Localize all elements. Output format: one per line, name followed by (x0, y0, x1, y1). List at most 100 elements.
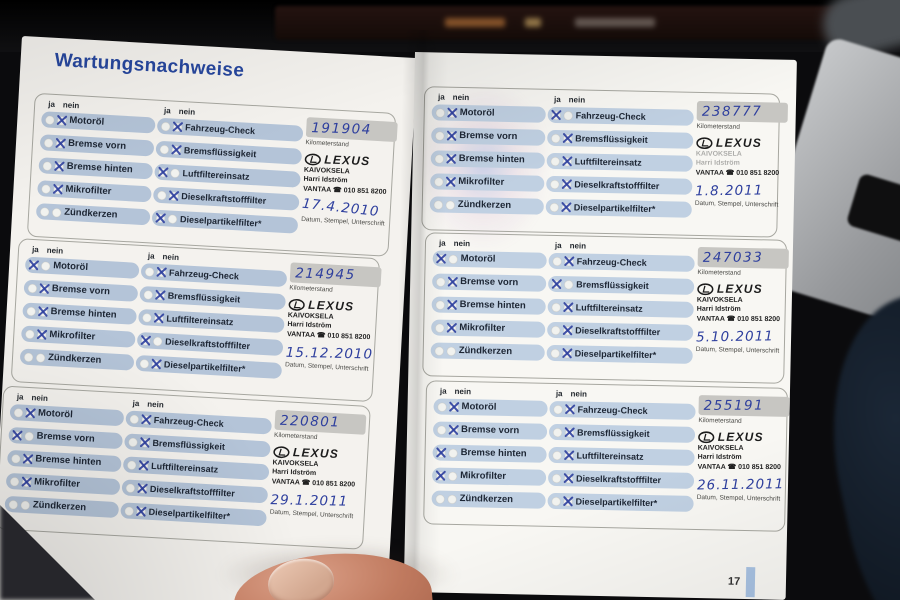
stamp-line: KAIVOKSELA (697, 444, 744, 452)
ja-checkbox (41, 183, 51, 194)
record-info: 191904 Kilometerstand LEXUS KAIVOKSELA Ha… (301, 117, 398, 228)
kilometerstand-value: 220801 (279, 412, 341, 431)
check-x-mark (563, 255, 576, 268)
checklist-item: Luftfiltereinsatz (547, 298, 694, 318)
service-record-block: ja nein Motoröl Bremse vorn Bremse hinten M… (423, 380, 790, 532)
nein-checkbox (563, 255, 576, 268)
ja-checkbox (143, 289, 154, 300)
checklist-item: Fahrzeug-Check (549, 400, 696, 420)
service-record-block: ja nein Motoröl Bremse vorn Bremse hinten M… (0, 385, 371, 550)
checklist-item-label: Mikrofilter (459, 322, 506, 335)
ja-checkbox (551, 325, 561, 335)
checklist-item: Bremse vorn (8, 426, 123, 450)
checklist-item: Bremse vorn (432, 421, 548, 440)
check-x-mark (562, 449, 575, 462)
check-x-mark (38, 282, 52, 296)
checklist-item: Luftfiltereinsatz (138, 308, 285, 334)
checklist-item: Dieselkraftstofffilter (547, 321, 694, 341)
page-number: 17 (727, 575, 741, 588)
record-info: 214945 Kilometerstand LEXUS KAIVOKSELA Ha… (284, 262, 382, 374)
checklist-item: Mikrofilter (37, 180, 152, 203)
checklist-column-2: ja nein Fahrzeug-Check Bremsflüssigkeit Lu… (546, 241, 695, 371)
lexus-logo-icon (273, 445, 290, 458)
nein-checkbox (448, 254, 458, 264)
check-x-mark (445, 129, 458, 142)
checklist-column-2: ja nein Fahrzeug-Check Bremsflüssigkeit Lu… (545, 95, 694, 225)
record-info: 247033 Kilometerstand LEXUS KAIVOKSELA Ha… (696, 246, 789, 355)
checklist-rows: Fahrzeug-Check Bremsflüssigkeit Luftfilter… (546, 252, 695, 364)
nein-checkbox (449, 402, 459, 412)
nein-checkbox (565, 404, 575, 414)
nein-checkbox (445, 129, 458, 142)
ja-checkbox (28, 260, 39, 270)
ja-label: ja (31, 244, 40, 255)
ja-nein-header: ja nein (548, 95, 694, 107)
left-page-blocks: ja nein Motoröl Bremse vorn Bremse hinten M… (0, 36, 417, 550)
nein-label: nein (454, 386, 472, 397)
ja-checkbox (27, 283, 38, 293)
checklist-item-label: Luftfiltereinsatz (576, 449, 644, 462)
nein-checkbox (563, 426, 576, 439)
ja-checkbox (45, 114, 55, 125)
ja-checkbox (124, 505, 134, 516)
ja-checkbox (434, 345, 444, 356)
checklist-item-label: Bremsflüssigkeit (576, 278, 649, 291)
checklist-rows: Motoröl Bremse vorn Bremse hinten Mikrofilt… (430, 250, 547, 361)
check-x-mark (444, 175, 457, 188)
nein-checkbox (563, 325, 573, 335)
checklist-item: Luftfiltereinsatz (548, 446, 695, 466)
checklist-item-label: Fahrzeug-Check (575, 109, 646, 122)
check-x-mark (446, 106, 459, 119)
holding-thumb (230, 545, 444, 600)
nein-checkbox (562, 156, 572, 166)
checklist-item: Zündkerzen (35, 203, 151, 226)
kilometerstand-box: 220801 (274, 409, 367, 435)
nein-checkbox (20, 500, 31, 510)
nein-checkbox (562, 449, 575, 462)
stamp-logo-row: LEXUS (696, 136, 782, 150)
ja-label: ja (438, 238, 446, 248)
nein-checkbox (447, 323, 457, 333)
ja-label: ja (147, 251, 155, 261)
checklist-column-1: ja nein Motoröl Bremse vorn Bremse hinten M… (431, 386, 548, 515)
check-x-mark (167, 189, 181, 203)
checklist-item-label: Bremse vorn (460, 276, 519, 289)
checklist-item: Motoröl (432, 250, 547, 269)
kilometerstand-label: Kilometerstand (697, 268, 741, 277)
checklist-item-label: Motoröl (460, 253, 496, 265)
service-record-block: ja nein Motoröl Bremse vorn Bremse hinten M… (26, 92, 398, 257)
nein-checkbox (37, 329, 47, 340)
datum-label: Datum, Stempel, Unterschrift (284, 361, 369, 374)
checklist-item: Bremse vorn (432, 273, 547, 292)
nein-checkbox (446, 154, 456, 164)
checklist-item: Dieselkraftstofffilter (136, 331, 284, 357)
checklist-item: Bremsflüssigkeit (155, 140, 303, 165)
checklist-item-label: Dieselkraftstofffilter (164, 335, 251, 351)
service-date: 15.12.2010 (285, 345, 374, 363)
nein-checkbox (167, 189, 181, 203)
ja-label: ja (16, 392, 24, 402)
dealer-stamp: LEXUS KAIVOKSELA Harri Idström VANTAA ☎ 01… (698, 430, 784, 473)
nein-checkbox (138, 460, 149, 471)
thumb (230, 545, 436, 600)
check-x-mark (21, 452, 35, 466)
service-date: 1.8.2011 (695, 182, 764, 200)
check-x-mark (139, 334, 153, 348)
nein-checkbox (155, 290, 165, 300)
service-record-block: ja nein Motoröl Bremse vorn Bremse hinten M… (421, 86, 789, 238)
checklist-item: Fahrzeug-Check (547, 106, 694, 126)
stamp-text: KAIVOKSELA Harri Idström VANTAA ☎ 010 851 … (272, 458, 359, 490)
stamp-text: KAIVOKSELA Harri Idström VANTAA ☎ 010 851 … (696, 150, 782, 179)
nein-checkbox (54, 161, 65, 172)
checklist-item: Bremsflüssigkeit (548, 423, 696, 443)
ja-checkbox (437, 402, 447, 412)
checklist-item-label: Dieselkraftstofffilter (575, 324, 661, 337)
ja-checkbox (160, 121, 171, 131)
display-glow (445, 18, 505, 27)
check-x-mark (563, 426, 576, 439)
display-glow (575, 18, 655, 27)
checklist-item-label: Bremsflüssigkeit (575, 132, 648, 145)
stamp-logo-row: LEXUS (697, 282, 783, 296)
nein-checkbox (51, 207, 62, 217)
nein-checkbox (562, 179, 572, 189)
